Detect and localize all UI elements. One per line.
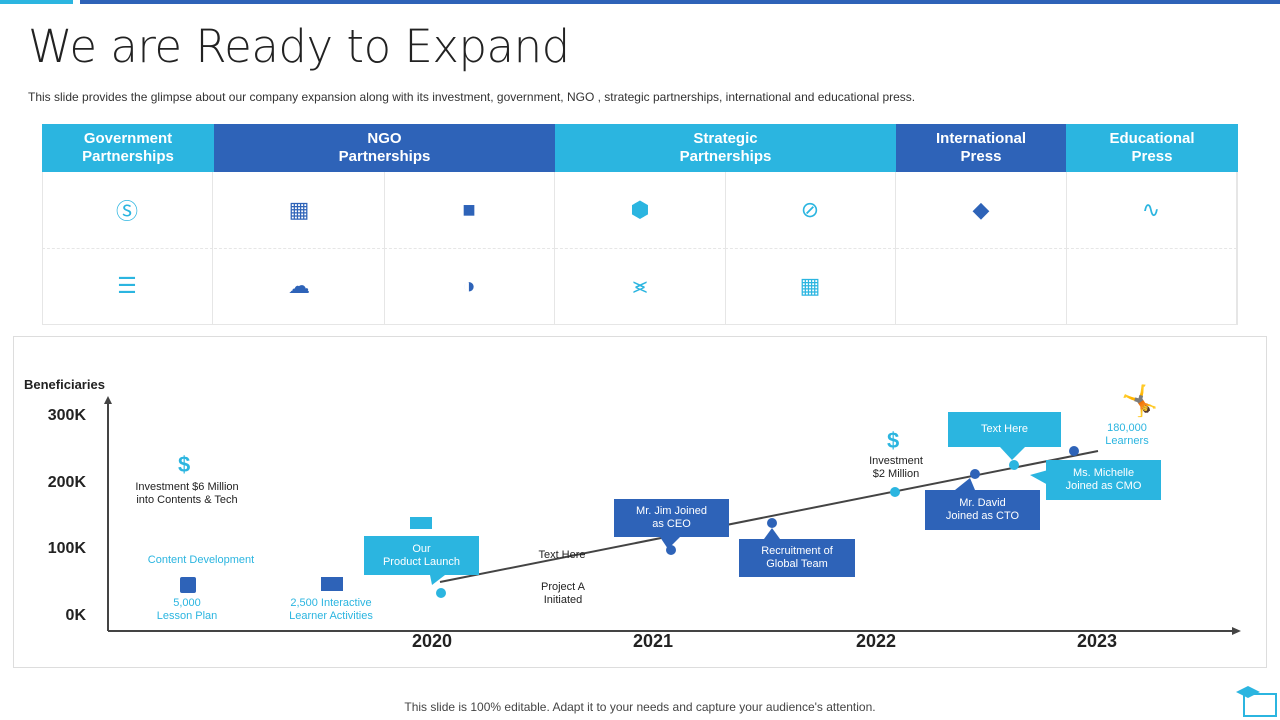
y-tick: 300K	[47, 407, 86, 424]
logo-icon: ☁	[214, 248, 385, 325]
empty-cell	[1066, 248, 1237, 325]
logo-icon: Ⓢ	[42, 172, 213, 249]
data-point	[890, 487, 900, 497]
data-point	[767, 518, 777, 528]
education-logo-icon	[1236, 686, 1277, 717]
data-point	[436, 588, 446, 598]
logo-icon: ▦	[214, 172, 385, 249]
x-tick: 2022	[855, 631, 897, 651]
data-point	[1009, 460, 1019, 470]
empty-cell	[896, 248, 1067, 325]
note-text-here: Text Here	[538, 549, 586, 561]
note-learners: 180,000 Learners	[1105, 422, 1149, 447]
header-strategic: Strategic Partnerships	[555, 124, 896, 172]
analytics-icon	[410, 517, 432, 529]
callout-david-cto: Mr. David Joined as CTO	[925, 490, 1040, 530]
logo-icon: ☰	[42, 248, 213, 325]
header-educational: Educational Press	[1066, 124, 1238, 172]
lesson-plan-icon	[180, 577, 196, 593]
logo-icon: ◑	[384, 248, 555, 325]
logo-icon: ⊘	[725, 172, 896, 249]
logo-icon: ◆	[896, 172, 1067, 249]
callout-text-here: Text Here	[948, 412, 1061, 447]
note-lesson-plan: 5,000 Lesson Plan	[156, 597, 218, 622]
y-axis-label: Beneficiaries	[24, 377, 105, 392]
activities-icon	[321, 577, 343, 591]
callout-jim-ceo: Mr. Jim Joined as CEO	[614, 499, 729, 537]
callout-product-launch: Our Product Launch	[364, 536, 479, 575]
data-point	[1069, 446, 1079, 456]
accent-bar-blue	[80, 0, 1280, 4]
dollar-icon: $	[887, 428, 900, 453]
callout-recruitment: Recruitment of Global Team	[739, 539, 855, 577]
header-ngo: NGO Partnerships	[214, 124, 555, 172]
dollar-icon: $	[178, 452, 191, 477]
y-axis-arrow	[104, 396, 112, 404]
header-international: International Press	[896, 124, 1066, 172]
x-tick: 2021	[632, 631, 674, 651]
y-tick: 100K	[47, 540, 86, 557]
x-axis-arrow	[1232, 627, 1241, 635]
x-tick: 2020	[411, 631, 453, 651]
logo-icon: ▦	[725, 248, 896, 325]
callout-michelle-cmo: Ms. Michelle Joined as CMO	[1046, 460, 1161, 500]
accent-bar-cyan	[0, 0, 73, 4]
jumping-person-icon: 🤸	[1121, 385, 1159, 418]
logo-icon: ⬢	[555, 172, 726, 249]
data-point	[666, 545, 676, 555]
header-government: Government Partnerships	[42, 124, 214, 172]
page-title: We are Ready to Expand	[28, 20, 570, 73]
y-tick: 0K	[65, 607, 86, 624]
note-investment-1: Investment $6 Million into Contents & Te…	[135, 481, 239, 506]
trend-line	[439, 450, 1099, 583]
data-point	[970, 469, 980, 479]
footer-note: This slide is 100% editable. Adapt it to…	[404, 700, 876, 714]
logo-icon: ⪤	[555, 248, 726, 325]
logo-icon: ∿	[1066, 172, 1237, 249]
x-tick: 2023	[1076, 631, 1118, 651]
page-subtitle: This slide provides the glimpse about ou…	[28, 90, 916, 104]
y-tick: 200K	[47, 474, 86, 491]
note-project-a: Project A Initiated	[540, 581, 586, 606]
timeline-panel	[13, 336, 1267, 668]
note-activities: 2,500 Interactive Learner Activities	[289, 597, 373, 622]
note-content-development: Content Development	[147, 554, 255, 566]
note-investment-2: Investment $2 Million	[869, 455, 923, 480]
logo-icon: ■	[384, 172, 555, 249]
